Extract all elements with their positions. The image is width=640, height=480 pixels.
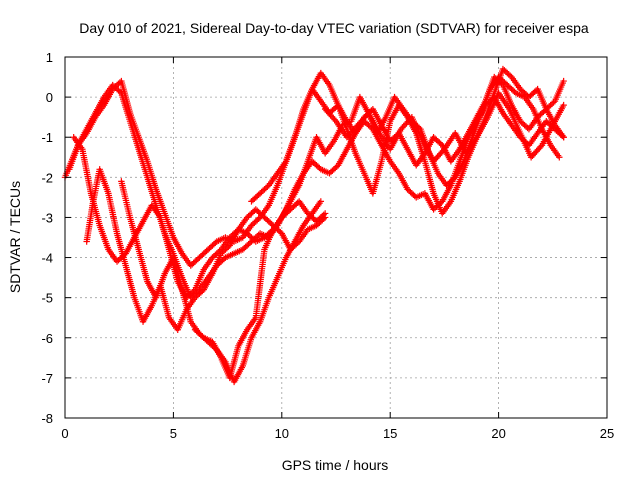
y-tick-label: -5 <box>41 291 53 306</box>
y-tick-label: -3 <box>41 210 53 225</box>
y-tick-label: 0 <box>46 90 53 105</box>
x-tick-label: 15 <box>383 426 397 441</box>
x-tick-label: 25 <box>600 426 614 441</box>
data-point <box>321 214 329 221</box>
plot-frame <box>64 56 608 419</box>
y-tick-label: -7 <box>41 371 53 386</box>
y-tick-label: 1 <box>46 50 53 65</box>
series-trace <box>118 178 325 386</box>
data-point <box>320 215 327 222</box>
data-point <box>439 147 447 154</box>
data-markers <box>61 65 567 386</box>
y-tick-label: -4 <box>41 251 53 266</box>
data-point <box>317 198 325 205</box>
x-tick-label: 5 <box>170 426 177 441</box>
series-trace <box>248 65 567 217</box>
grid-lines <box>65 57 607 418</box>
data-point <box>550 99 557 106</box>
data-point <box>560 77 567 85</box>
x-tick-label: 10 <box>275 426 289 441</box>
chart-title: Day 010 of 2021, Sidereal Day-to-day VTE… <box>79 20 589 36</box>
data-point <box>556 154 563 161</box>
data-point <box>560 101 567 109</box>
y-tick-label: -6 <box>41 331 53 346</box>
x-tick-label: 20 <box>491 426 505 441</box>
data-point <box>331 116 338 123</box>
x-tick-label: 0 <box>61 426 68 441</box>
axis-ticks: 0 5 10 15 20 25 -8 -7 -6 -5 -4 -3 -2 -1 0 1 <box>41 50 614 441</box>
x-axis-label: GPS time / hours <box>282 457 389 473</box>
data-point <box>537 143 544 150</box>
y-tick-label: -8 <box>41 411 53 426</box>
series-trace <box>321 89 567 165</box>
y-tick-label: -1 <box>41 130 53 145</box>
y-tick-label: -2 <box>41 170 53 185</box>
data-point <box>560 134 567 141</box>
data-point <box>190 287 197 295</box>
y-axis-label: SDTVAR / TECUs <box>7 181 23 293</box>
data-point <box>116 88 124 95</box>
